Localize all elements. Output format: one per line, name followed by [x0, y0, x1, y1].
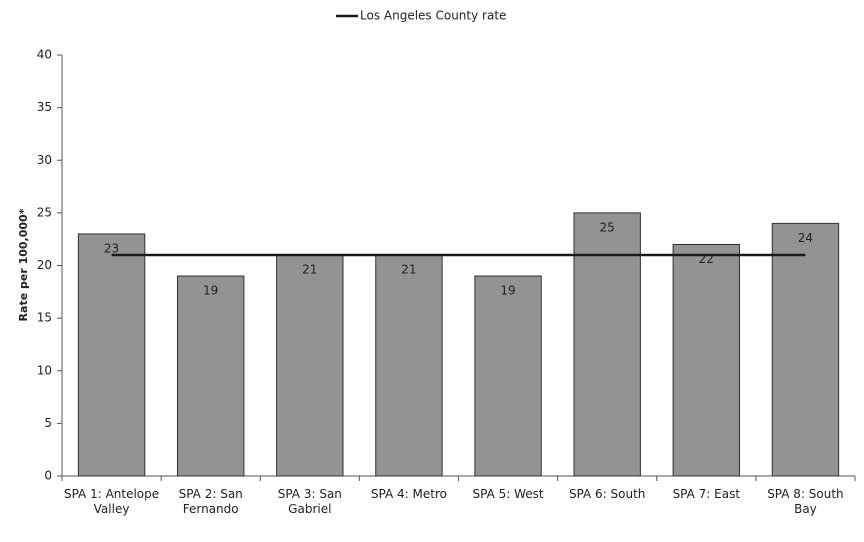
- value-label: 19: [500, 284, 515, 298]
- value-label: 25: [600, 220, 615, 234]
- bar: [474, 275, 542, 477]
- x-tick-label: SPA 7: East: [672, 487, 741, 501]
- y-tick-label: 0: [44, 469, 52, 483]
- y-tick-label: 30: [37, 153, 52, 167]
- value-label: 21: [401, 262, 416, 276]
- x-tick-label: SPA 3: San Gabriel: [277, 487, 342, 516]
- bar: [375, 254, 443, 477]
- y-tick-label: 5: [44, 416, 52, 430]
- x-tick-label: SPA 4: Metro: [370, 487, 447, 501]
- y-tick-label: 20: [37, 258, 52, 272]
- y-axis-label: Rate per 100,000*: [17, 208, 30, 321]
- y-tick-label: 10: [37, 363, 52, 377]
- bar: [771, 222, 840, 477]
- x-tick-label: SPA 2: San Fernando: [178, 487, 243, 516]
- bar: [176, 275, 245, 477]
- x-tick-label: SPA 5: West: [472, 487, 544, 501]
- y-tick-label: 15: [37, 311, 52, 325]
- value-label: 21: [302, 262, 317, 276]
- legend-label: Los Angeles County rate: [360, 9, 506, 23]
- x-tick-label: SPA 1: Antelope Valley: [63, 487, 160, 516]
- value-label: 19: [203, 284, 218, 298]
- bar: [573, 212, 641, 477]
- value-label: 24: [798, 231, 813, 245]
- bar: [77, 233, 146, 477]
- y-tick-label: 40: [37, 48, 52, 62]
- y-tick-label: 25: [37, 205, 52, 219]
- value-label: 23: [104, 241, 119, 255]
- bar: [672, 243, 741, 477]
- y-tick-label: 35: [37, 100, 52, 114]
- x-tick-label: SPA 8: South Bay: [767, 487, 844, 516]
- x-tick-label: SPA 6: South: [568, 487, 646, 501]
- bar: [276, 254, 344, 477]
